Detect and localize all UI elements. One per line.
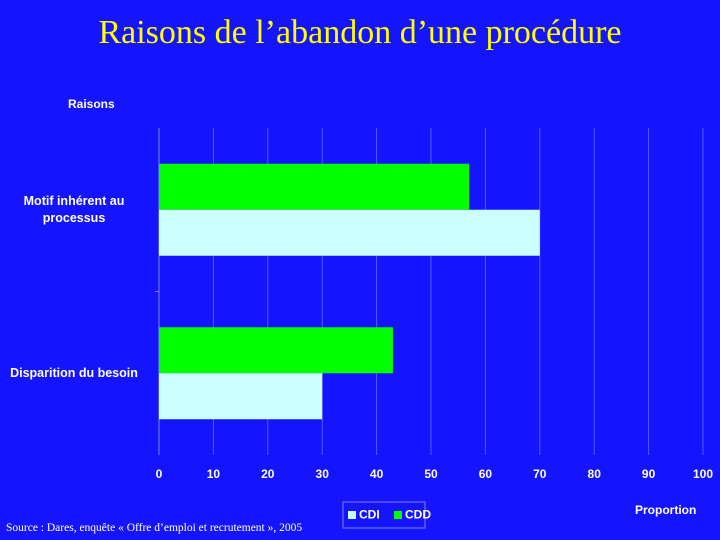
legend-label: CDI [359,508,380,522]
y-tick-label: Disparition du besoin [10,365,138,380]
bar [159,209,540,256]
slide-title: Raisons de l’abandon d’une procédure [98,14,622,51]
legend-box [342,501,426,529]
x-tick-label: 90 [642,467,656,481]
legend-swatch [394,511,402,519]
x-axis-label: Proportion [635,503,696,517]
x-tick-label: 70 [533,467,547,481]
x-tick-label: 20 [261,467,275,481]
x-tick-label: 80 [588,467,602,481]
x-tick-label: 0 [156,467,163,481]
bar [159,373,323,420]
x-tick-label: 100 [693,467,713,481]
y-tick-label: Motif inhérent au processus [23,193,125,225]
x-tick-label: 40 [370,467,384,481]
legend-swatch [348,511,356,519]
bar [159,327,393,374]
legend-label: CDD [405,508,431,522]
bar [159,163,470,210]
source-note: Source : Dares, enquête « Offre d’emploi… [6,522,303,534]
x-tick-label: 10 [207,467,221,481]
x-tick-label: 30 [316,467,330,481]
x-tick-label: 60 [479,467,493,481]
y-axis-label: Raisons [68,97,115,111]
x-tick-label: 50 [424,467,438,481]
